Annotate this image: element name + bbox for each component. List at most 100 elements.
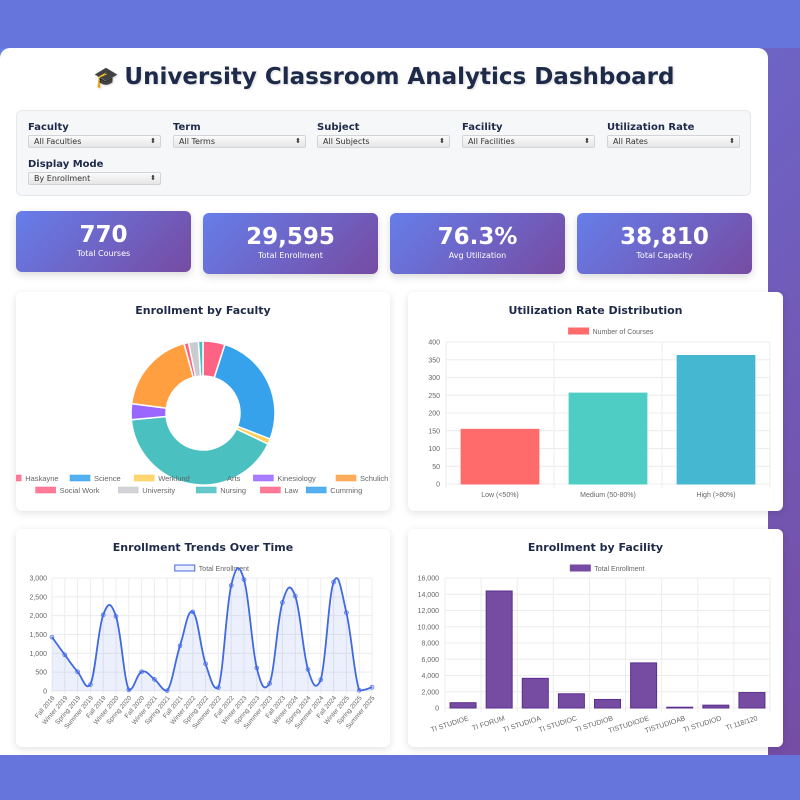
data-point [216,685,221,690]
chart-card-enrollment-by-facility: Enrollment by Facility Total Enrollment 0… [408,529,783,747]
stat-label: Total Enrollment [258,251,323,260]
y-tick-label: 250 [428,393,440,400]
filter-subject: Subject All Subjects ⬍ [317,122,450,148]
chart-card-utilization-distribution: Utilization Rate Distribution Number of … [408,292,783,511]
page-background-bottom [0,755,800,800]
chart-title: Enrollment by Faculty [135,304,271,317]
y-tick-label: 12,000 [418,608,440,615]
y-tick-label: 2,000 [29,613,47,620]
data-point [344,610,349,615]
legend-swatch [305,486,327,494]
stat-card-avg-utilization: 76.3% Avg Utilization [390,213,565,274]
data-point [254,665,260,671]
legend-label: Total Enrollment [594,566,644,573]
graduation-cap-icon: 🎓 [93,65,119,89]
data-point [126,687,132,693]
legend-swatch [133,474,155,482]
data-point [75,669,80,675]
legend-swatch [253,474,274,482]
donut-slice-nursing [197,340,204,377]
legend-swatch [174,564,196,572]
legend-swatch [202,474,224,482]
data-point [139,669,144,675]
filter-term: Term All Terms ⬍ [173,122,306,148]
trend-line [51,567,373,692]
legend-swatch [195,486,217,494]
legend-label: Science [94,474,121,483]
data-point [292,593,298,599]
bar [594,698,621,709]
y-tick-label: 1,500 [29,632,47,639]
facility-select[interactable]: All Facilities ⬍ [462,135,595,148]
x-tick-label: TI 118/120 [725,715,759,732]
y-tick-label: 10,000 [418,624,440,631]
legend-label: Cumming [330,486,362,495]
select-arrows-icon: ⬍ [729,137,735,145]
legend-label: Nursing [220,486,246,495]
x-tick-label: TI STUDIOA [502,715,542,734]
stat-value: 38,810 [620,224,709,250]
stat-value: 770 [79,222,128,248]
filter-panel: Faculty All Faculties ⬍ Term All Terms ⬍ S… [16,110,751,196]
data-point [100,612,106,618]
x-tick-label: Low (<50%) [481,492,519,499]
y-tick-label: 200 [428,411,440,418]
bar [568,392,648,485]
y-tick-label: 0 [436,482,440,489]
donut-chart: Haskayne Science Werklund Arts Kinesiology Sc… [16,340,388,495]
data-point [280,600,285,605]
stat-value: 76.3% [437,224,518,250]
y-tick-label: 50 [432,464,440,471]
faculty-select[interactable]: All Faculties ⬍ [28,135,161,148]
legend-swatch [568,327,590,335]
select-value: All Subjects [323,137,370,146]
legend-swatch [335,474,357,482]
legend-label: Arts [227,474,241,483]
bar [485,590,513,709]
filter-label: Term [173,122,201,133]
legend-swatch [69,474,91,482]
legend-label: Werklund [158,474,190,483]
term-select[interactable]: All Terms ⬍ [173,135,306,148]
display-mode-select[interactable]: By Enrollment ⬍ [28,172,161,185]
data-point [203,661,208,667]
legend-swatch [569,564,591,572]
x-tick-label: TISTUDIOAB [644,715,686,735]
utilization-rate-select[interactable]: All Rates ⬍ [607,135,740,148]
select-value: All Facilities [468,137,515,146]
y-tick-label: 3,000 [29,576,47,583]
chart-title: Enrollment Trends Over Time [112,541,294,554]
filter-facility: Facility All Facilities ⬍ [462,122,595,148]
select-value: All Rates [613,137,648,146]
legend-swatch [260,486,281,494]
donut-slice-science [213,343,276,441]
y-tick-label: 4,000 [421,673,439,680]
select-arrows-icon: ⬍ [584,137,590,145]
y-tick-label: 500 [35,670,47,677]
stat-label: Total Capacity [636,251,693,260]
select-arrows-icon: ⬍ [439,137,445,145]
subject-select[interactable]: All Subjects ⬍ [317,135,450,148]
filter-utilization-rate: Utilization Rate All Rates ⬍ [607,122,740,148]
donut-slice-schulich [130,342,195,410]
chart-card-enrollment-by-faculty: Enrollment by Faculty Haskayne Science Wer… [16,292,390,511]
filter-display-mode: Display Mode By Enrollment ⬍ [28,159,161,185]
stat-value: 29,595 [246,224,335,250]
data-point [356,687,362,693]
page-title-text: University Classroom Analytics Dashboard [124,64,675,90]
data-point [228,583,234,588]
data-point [305,667,311,672]
legend-label: Social Work [60,486,100,495]
filter-faculty: Faculty All Faculties ⬍ [28,122,161,148]
x-tick-label: TI STUDIOC [538,715,578,734]
bar [676,354,756,485]
bar [521,677,549,709]
legend-label: Haskayne [25,474,58,483]
chart-title: Enrollment by Facility [527,541,664,554]
page-background-top [0,0,800,48]
donut-slice-arts [130,415,269,486]
filter-label: Subject [317,122,360,133]
x-tick-label: TI FORUM [471,715,505,732]
y-tick-label: 400 [428,340,440,347]
filter-label: Faculty [28,122,69,133]
